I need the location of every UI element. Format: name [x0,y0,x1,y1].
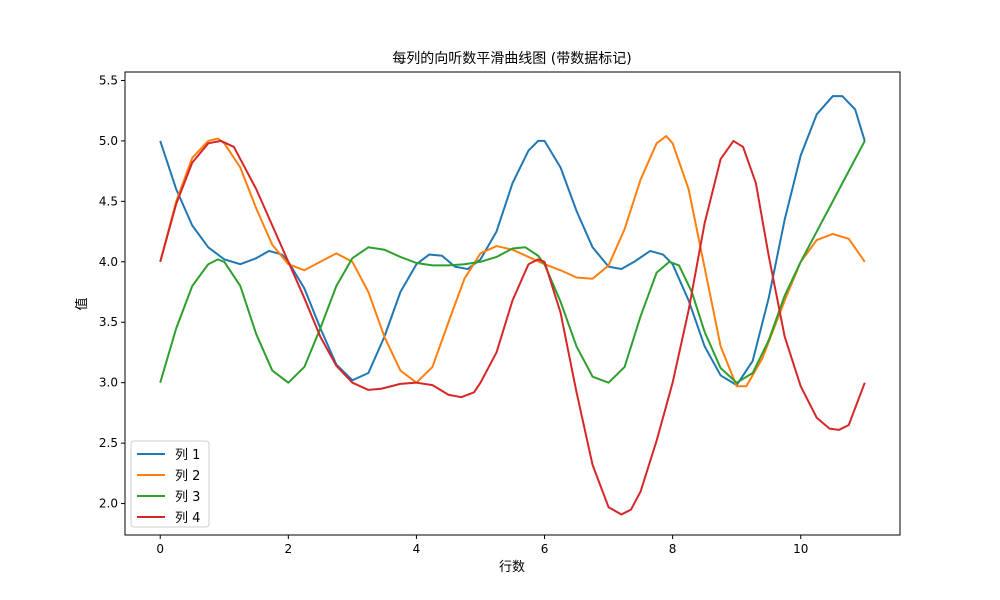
y-tick-label: 3.5 [99,315,118,329]
legend-label-4: 列 4 [175,511,200,526]
y-tick-label: 2.5 [99,436,118,450]
series-line-4 [159,139,866,516]
series-layer [159,95,866,516]
y-tick-label: 4.5 [99,194,118,208]
x-tick-label: 0 [156,542,164,556]
y-tick-label: 4.0 [99,255,118,269]
chart-title: 每列的向听数平滑曲线图 (带数据标记) [392,50,631,67]
legend-label-2: 列 2 [175,469,200,484]
y-tick-label: 2.0 [99,497,118,511]
x-tick-label: 10 [793,542,808,556]
series-line-2 [159,135,866,388]
y-tick-label: 5.0 [99,134,118,148]
legend-box [130,440,210,528]
x-tick-label: 2 [285,542,293,556]
y-tick-label: 3.0 [99,376,118,390]
legend: 列 1 列 2 列 3 列 4 [130,440,210,528]
y-tick-label: 5.5 [99,73,118,87]
x-axis: 0 2 4 6 8 10 [156,535,808,556]
series-line-1 [159,95,866,387]
x-tick-label: 4 [413,542,421,556]
plot-area-frame [124,71,901,536]
y-axis-label: 值 [74,297,90,310]
y-axis: 2.0 2.5 3.0 3.5 4.0 4.5 5.0 5.5 [99,73,125,511]
x-tick-label: 6 [541,542,549,556]
x-tick-label: 8 [669,542,677,556]
legend-label-3: 列 3 [175,490,200,505]
series-line-3 [159,140,866,384]
x-axis-label: 行数 [499,560,525,575]
legend-label-1: 列 1 [175,448,200,463]
